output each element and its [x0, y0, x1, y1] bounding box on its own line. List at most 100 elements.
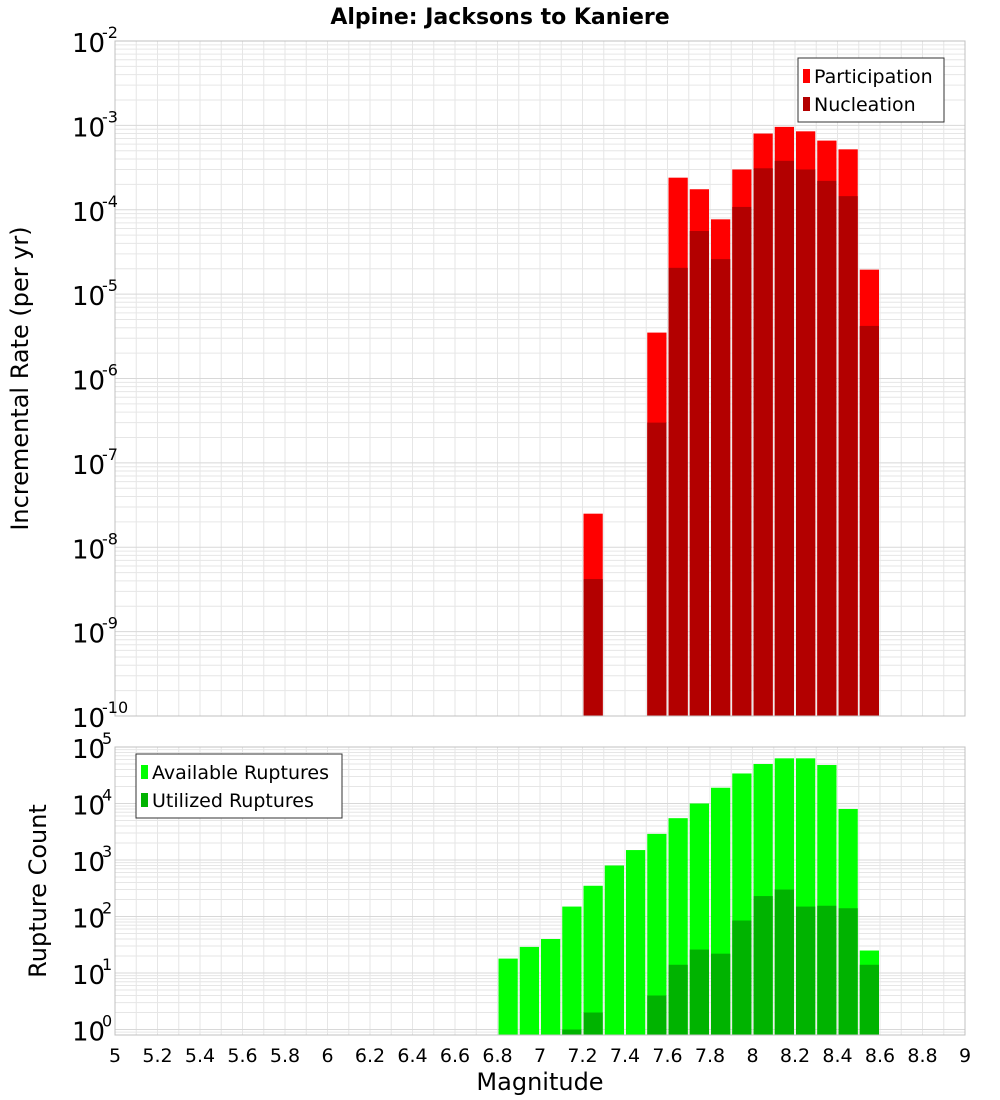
y-tick-exponent: -5 [102, 276, 118, 295]
available-bar [541, 939, 561, 1035]
utilized-bar [753, 896, 773, 1035]
top-grid [114, 41, 966, 717]
x-tick-label: 6.2 [355, 1045, 385, 1067]
available-bar [498, 958, 518, 1035]
y-tick-exponent: -8 [102, 529, 118, 548]
y-tick-label: 10 [72, 29, 105, 59]
legend-label: Utilized Ruptures [152, 790, 314, 812]
top-plot-frame [114, 40, 966, 717]
legend-box [797, 57, 945, 123]
utilized-bar [817, 905, 837, 1035]
top-y-axis-label: Incremental Rate (per yr) [6, 226, 34, 530]
x-tick-label: 8.4 [822, 1045, 852, 1067]
legend-swatch [803, 97, 810, 111]
y-tick-label: 10 [72, 535, 105, 565]
top-bars [583, 126, 879, 717]
y-tick-label: 10 [72, 848, 105, 878]
x-ticks: 5 5.2 5.4 5.6 5.8 6 6.2 6.4 6.6 6.8 7 7.2 7.4 7.6 7.8 8… [109, 1045, 971, 1067]
nucleation-bar [732, 206, 752, 716]
x-axis-label: Magnitude [476, 1068, 603, 1096]
x-tick-label: 5.6 [227, 1045, 257, 1067]
utilized-bar [647, 995, 667, 1035]
x-tick-label: 5 [109, 1045, 121, 1067]
nucleation-bar [711, 259, 731, 716]
x-tick-label: 7.2 [567, 1045, 597, 1067]
y-tick-exponent: -4 [102, 192, 118, 211]
chart-title: Alpine: Jacksons to Kaniere [330, 5, 669, 30]
utilized-bar [774, 889, 794, 1035]
available-bar [519, 946, 539, 1035]
y-tick-label: 10 [72, 735, 105, 765]
y-tick-exponent: -7 [102, 445, 118, 464]
utilized-bar [796, 906, 816, 1035]
y-tick-label: 10 [72, 451, 105, 481]
y-tick-label: 10 [72, 1018, 105, 1048]
bottom-y-axis-label: Rupture Count [24, 804, 52, 978]
nucleation-bar [583, 579, 603, 716]
nucleation-bar [647, 422, 667, 716]
y-tick-label: 10 [72, 198, 105, 228]
nucleation-bar [668, 267, 688, 716]
utilized-bar [711, 953, 731, 1035]
legend-swatch [141, 793, 148, 807]
y-tick-exponent: 3 [102, 842, 112, 861]
utilized-bar [838, 908, 858, 1035]
available-bar [562, 906, 582, 1035]
utilized-bar [562, 1029, 582, 1035]
x-tick-label: 9 [959, 1045, 971, 1067]
y-tick-exponent: -6 [102, 361, 118, 380]
nucleation-bar [753, 168, 773, 716]
x-tick-label: 5.4 [185, 1045, 215, 1067]
y-tick-exponent: -3 [102, 107, 118, 126]
legend-swatch [141, 765, 148, 779]
x-tick-label: 8 [746, 1045, 758, 1067]
available-bar [604, 865, 624, 1035]
y-tick-label: 10 [72, 113, 105, 143]
y-tick-exponent: 1 [102, 955, 112, 974]
top-legend: Participation Nucleation [797, 57, 945, 123]
legend-box [135, 753, 343, 819]
x-tick-label: 7.8 [695, 1045, 725, 1067]
bottom-plot-frame [114, 746, 966, 1036]
utilized-bar [689, 949, 709, 1035]
bottom-legend: Available Ruptures Utilized Ruptures [135, 753, 343, 819]
available-bar [626, 850, 646, 1035]
x-tick-label: 7 [534, 1045, 546, 1067]
y-tick-exponent: 0 [102, 1012, 112, 1031]
x-tick-label: 7.4 [610, 1045, 640, 1067]
y-tick-exponent: -10 [102, 698, 128, 717]
y-tick-label: 10 [72, 282, 105, 312]
y-tick-label: 10 [72, 905, 105, 935]
x-tick-label: 5.8 [270, 1045, 300, 1067]
nucleation-bar [689, 230, 709, 716]
nucleation-bar [859, 325, 879, 716]
x-tick-label: 8.6 [865, 1045, 895, 1067]
x-tick-label: 8.2 [780, 1045, 810, 1067]
legend-label: Participation [814, 66, 933, 88]
legend-label: Nucleation [814, 94, 916, 116]
x-tick-label: 6.8 [482, 1045, 512, 1067]
y-tick-label: 10 [72, 620, 105, 650]
utilized-bar [732, 920, 752, 1035]
y-tick-exponent: 5 [102, 729, 112, 748]
utilized-bar [668, 964, 688, 1035]
x-tick-label: 6.6 [440, 1045, 470, 1067]
available-bar [647, 833, 667, 1035]
legend-label: Available Ruptures [152, 762, 329, 784]
bottom-bars [498, 758, 879, 1035]
legend-swatch [803, 69, 810, 83]
utilized-bar [583, 1012, 603, 1035]
nucleation-bar [774, 160, 794, 717]
y-tick-label: 10 [72, 367, 105, 397]
available-bar [583, 885, 603, 1035]
x-tick-label: 6.4 [397, 1045, 427, 1067]
nucleation-bar [817, 180, 837, 716]
y-tick-exponent: 4 [102, 786, 112, 805]
y-tick-label: 10 [72, 961, 105, 991]
y-tick-exponent: 2 [102, 899, 112, 918]
